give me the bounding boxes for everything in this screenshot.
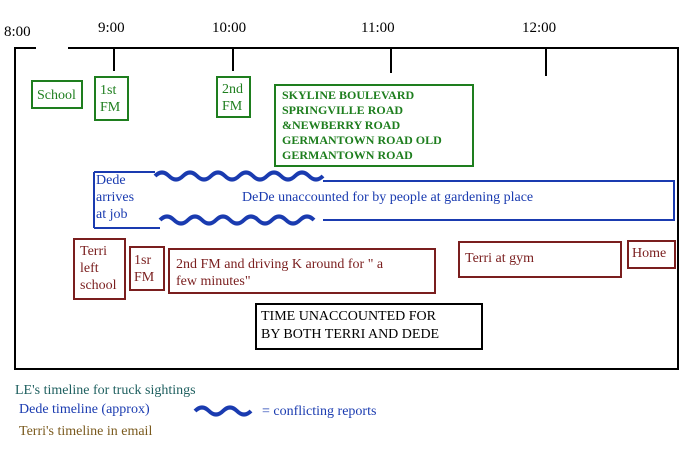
timeline-frame	[14, 47, 679, 370]
le-school-box: School	[31, 80, 83, 109]
hour-tick-12	[545, 49, 547, 76]
legend-dede: Dede timeline (approx)	[19, 402, 150, 417]
terri-first-fm-box: 1sr FM	[129, 246, 165, 291]
hour-label-10: 10:00	[212, 20, 247, 36]
legend-wave	[193, 405, 253, 417]
legend-terri: Terri's timeline in email	[19, 424, 153, 439]
hour-label-12: 12:00	[522, 20, 557, 36]
hour-tick-11	[390, 49, 392, 73]
le-first-fm-box: 1st FM	[94, 76, 129, 121]
terri-second-fm-box: 2nd FM and driving K around for " a few …	[168, 248, 436, 294]
le-second-fm-box: 2nd FM	[216, 76, 251, 118]
hour-label-8: 8:00	[4, 24, 31, 40]
legend-le: LE's timeline for truck sightings	[15, 383, 196, 398]
frame-gap	[36, 46, 68, 49]
terri-left-school-box: Terri left school	[73, 238, 126, 300]
le-roads-box: SKYLINE BOULEVARD SPRINGVILLE ROAD &NEWB…	[274, 84, 474, 167]
hour-tick-9	[113, 49, 115, 71]
terri-home-box: Home	[627, 240, 676, 269]
legend-conflicting: = conflicting reports	[262, 404, 377, 419]
hour-tick-10	[232, 49, 234, 71]
dede-arrives-label: Dede arrives at job	[96, 173, 135, 222]
hour-label-9: 9:00	[98, 20, 125, 36]
terri-gym-box: Terri at gym	[458, 241, 622, 278]
hour-label-11: 11:00	[361, 20, 395, 36]
both-unaccounted-box: TIME UNACCOUNTED FOR BY BOTH TERRI AND D…	[255, 303, 483, 350]
dede-unaccounted-label: DeDe unaccounted for by people at garden…	[242, 190, 534, 205]
